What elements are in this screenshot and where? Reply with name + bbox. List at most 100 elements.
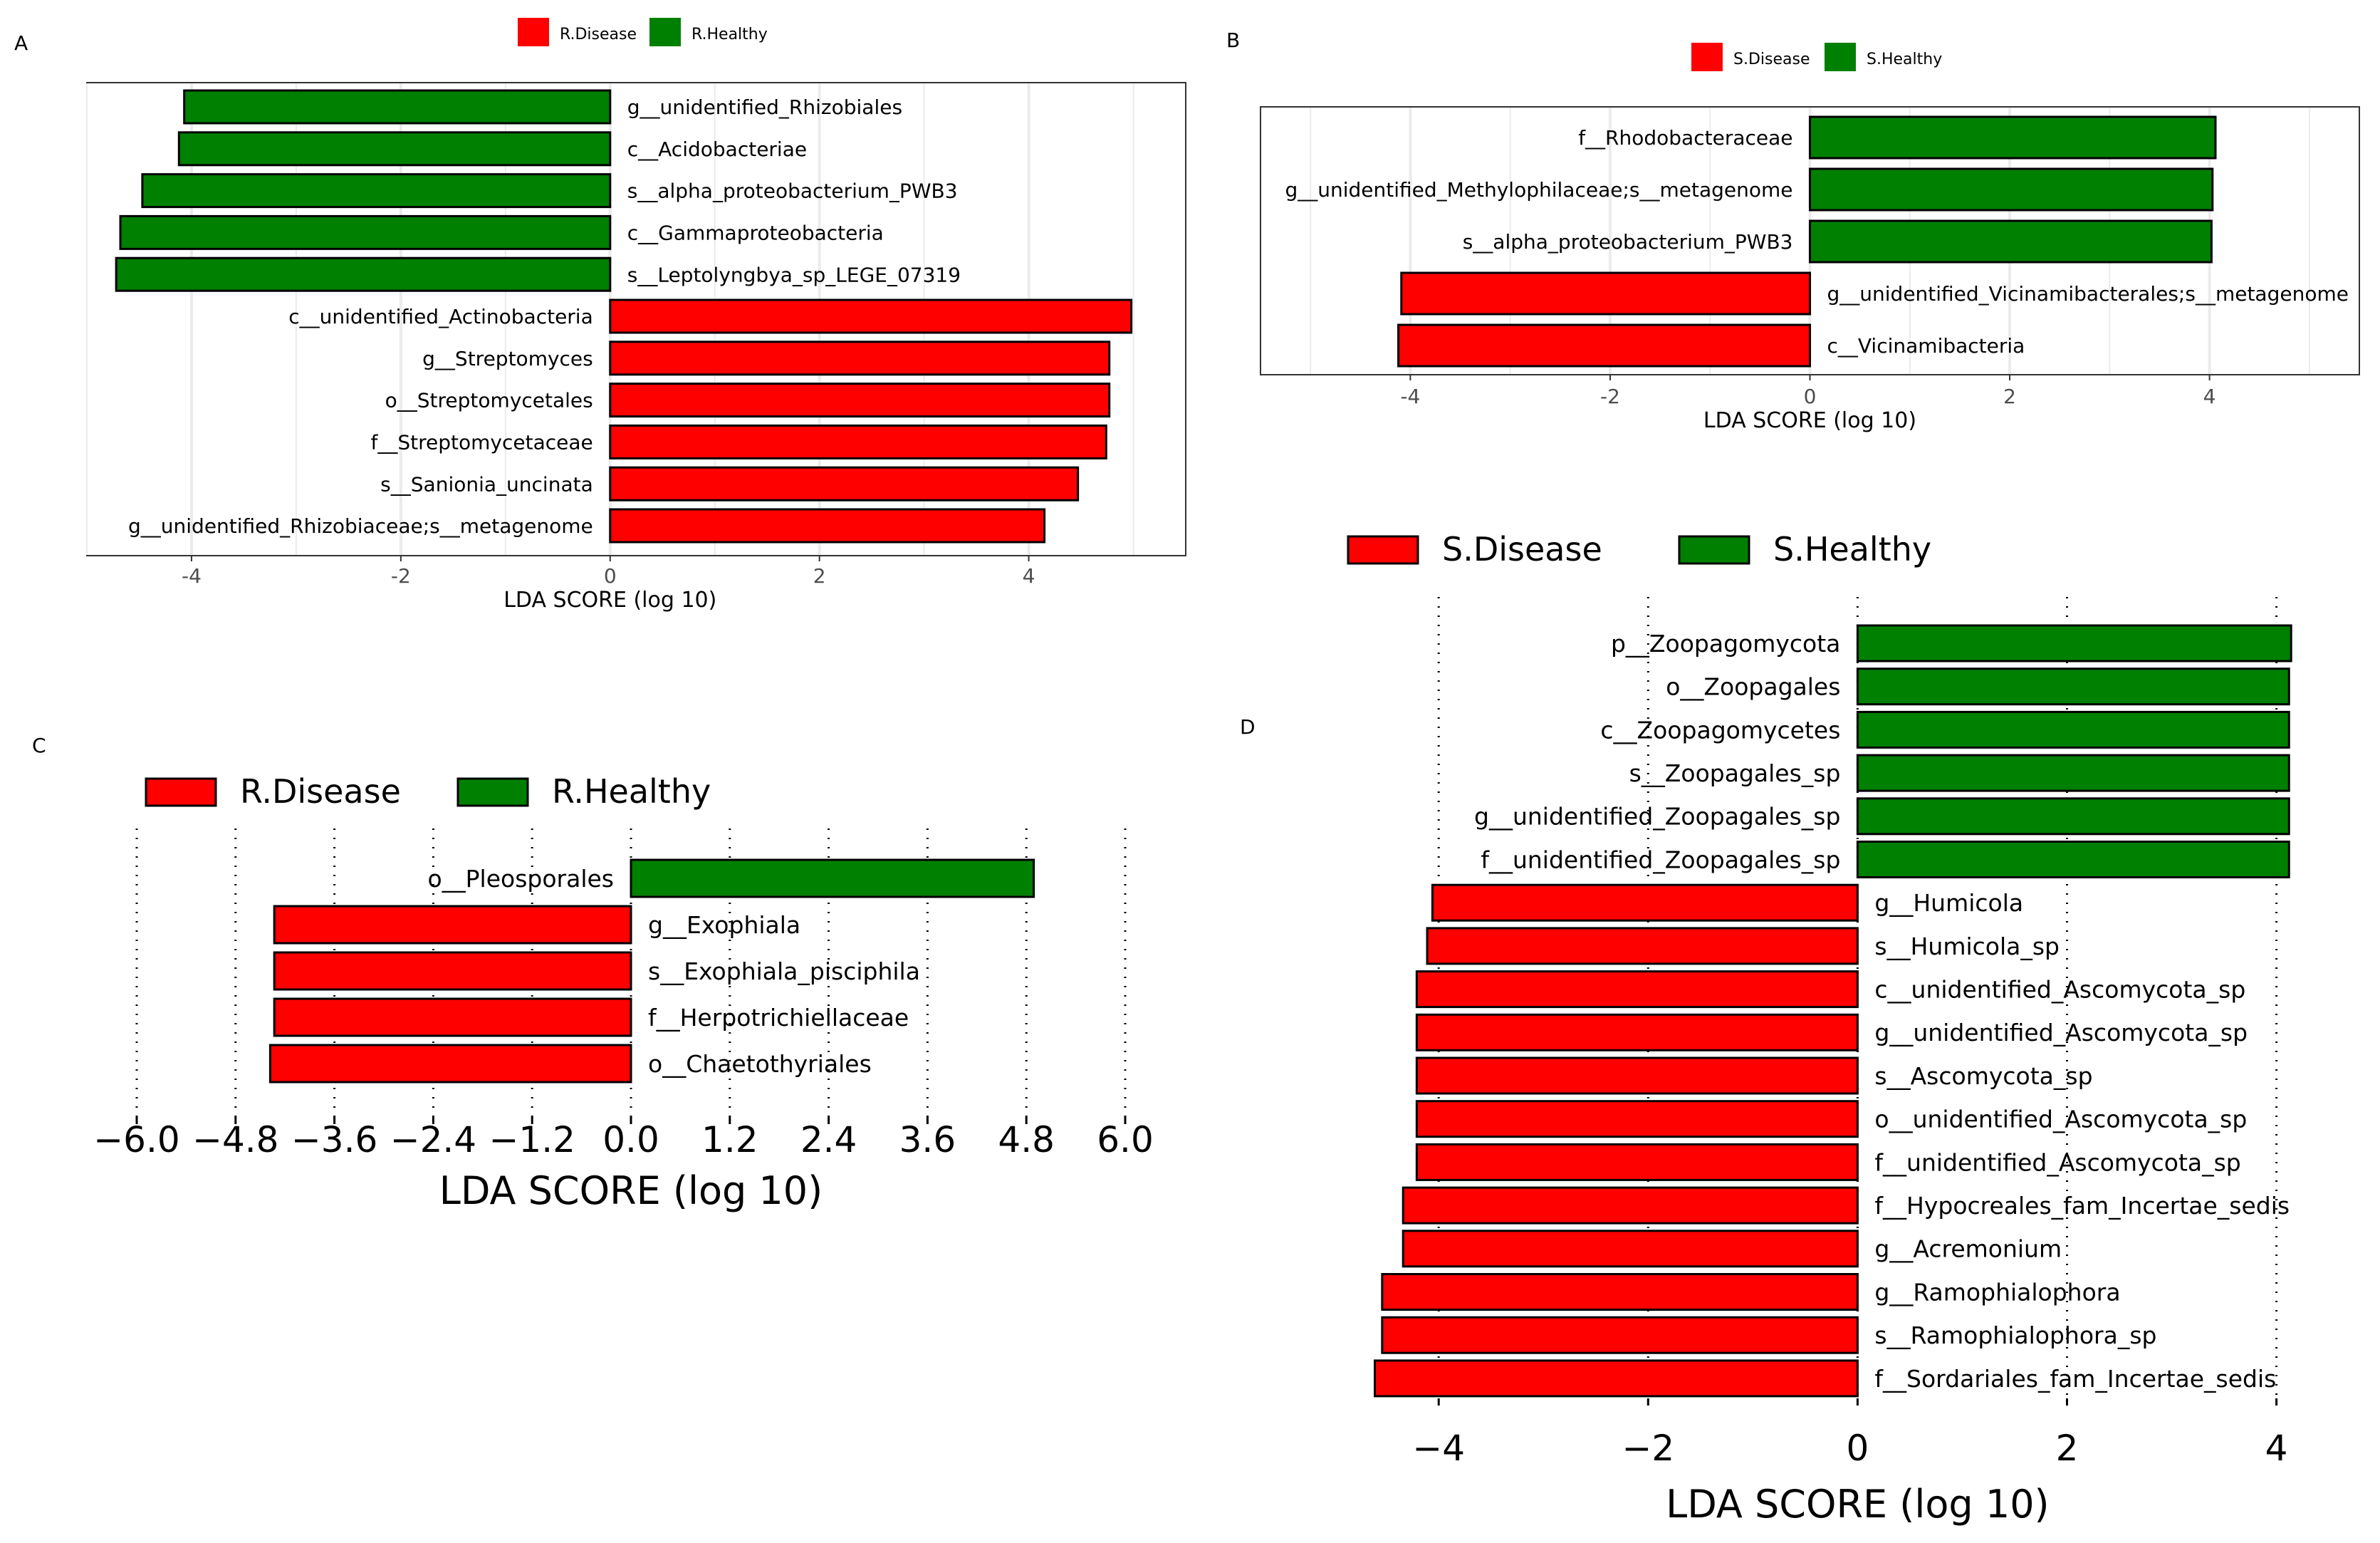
bar-label: g__unidentified_Rhizobiales	[627, 95, 902, 119]
x-tick-label: −2	[1622, 1428, 1674, 1469]
legend-label-disease: R.Disease	[240, 772, 401, 811]
bar-label: g__unidentified_Methylophilaceae;s__meta…	[1285, 178, 1792, 202]
legend-swatch-healthy	[1678, 535, 1750, 565]
bar-label: g__unidentified_Vicinamibacterales;s__me…	[1827, 282, 2349, 306]
x-axis-title: LDA SCORE (log 10)	[1666, 1482, 2049, 1527]
bar	[1426, 927, 1859, 965]
bar	[119, 214, 612, 250]
bar-label: o__Streptomycetales	[385, 389, 593, 412]
x-tick-label: 0	[1847, 1428, 1869, 1469]
legend-swatch-healthy	[456, 777, 529, 807]
bar	[1856, 667, 2290, 706]
bar	[1856, 624, 2292, 663]
x-tick-label: 6.0	[1097, 1119, 1154, 1160]
bar-label: s__Leptolyngbya_sp_LEGE_07319	[627, 263, 961, 286]
bar	[609, 383, 1111, 418]
bar	[1809, 115, 2217, 160]
bar	[273, 997, 632, 1037]
bar	[1856, 710, 2290, 749]
x-tick-label: −1.2	[489, 1119, 575, 1160]
bar	[1381, 1316, 1859, 1354]
bar	[609, 466, 1080, 502]
bar-label: f__Rhodobacteraceae	[1578, 126, 1792, 150]
bar-label: o__Pleosporales	[427, 865, 614, 893]
bar	[1415, 970, 1859, 1009]
bar	[1374, 1359, 1859, 1398]
legend-label-healthy: R.Healthy	[552, 772, 711, 811]
bar	[1402, 1186, 1859, 1225]
bar-label: s__Ramophialophora_sp	[1874, 1321, 2156, 1349]
bar	[273, 905, 632, 945]
bar	[609, 298, 1133, 334]
bar-label: g__Humicola	[1874, 889, 2023, 917]
legend-label-disease: S.Disease	[1442, 530, 1602, 568]
bar-label: s__alpha_proteobacterium_PWB3	[627, 180, 958, 203]
bar	[1402, 1230, 1859, 1268]
panel-label: A	[14, 31, 28, 55]
bar	[273, 951, 632, 991]
bar	[630, 858, 1035, 898]
bar	[609, 424, 1107, 459]
legend-label-healthy: S.Healthy	[1773, 530, 1931, 568]
bar	[183, 89, 612, 125]
legend-swatch-disease	[1691, 43, 1723, 71]
x-axis-title: LDA SCORE (log 10)	[1703, 408, 1916, 433]
bar-label: o__unidentified_Ascomycota_sp	[1874, 1106, 2247, 1133]
panel-c: C R.Disease R.Healthy o__Pleosporales g__Exo…	[32, 734, 1154, 1213]
bar-label: s__Sanionia_uncinata	[380, 472, 593, 496]
bar	[1415, 1100, 1859, 1138]
x-tick-label: 4.8	[998, 1119, 1055, 1160]
bar	[1431, 883, 1859, 922]
bar-label: g__unidentified_Zoopagales_sp	[1474, 803, 1840, 831]
bar-label: g__unidentified_Rhizobiaceae;s__metageno…	[128, 514, 593, 538]
x-tick-label: -2	[391, 564, 411, 588]
bar-label: g__Acremonium	[1874, 1235, 2062, 1263]
bar	[115, 256, 612, 292]
x-tick-label: 4	[2265, 1428, 2288, 1469]
bar-label: f__Herpotrichiellaceae	[648, 1004, 909, 1032]
bar-label: c__unidentified_Actinobacteria	[288, 305, 593, 328]
x-tick-label: -2	[1600, 385, 1620, 408]
x-tick-label: 2.4	[800, 1119, 857, 1160]
x-tick-label: −3.6	[291, 1119, 377, 1160]
bar-label: o__Chaetothyriales	[648, 1050, 872, 1078]
bar	[1856, 797, 2290, 836]
panel-label: B	[1226, 28, 1240, 52]
legend-label-disease: R.Disease	[560, 26, 637, 43]
bar-label: o__Zoopagales	[1666, 673, 1840, 701]
bar	[177, 131, 612, 167]
bar	[1400, 271, 1811, 316]
bar-label: c__Gammaproteobacteria	[627, 221, 884, 244]
bar	[1809, 167, 2214, 212]
panel-a: A R.Disease R.Healthy g__unidentified_Rhizo…	[14, 18, 1186, 613]
bar-label: g__Ramophialophora	[1874, 1278, 2120, 1306]
x-tick-label: 3.6	[899, 1119, 956, 1160]
legend-label-healthy: R.Healthy	[691, 26, 768, 43]
legend-swatch-disease	[1347, 535, 1419, 565]
bar-label: s__alpha_proteobacterium_PWB3	[1463, 230, 1793, 254]
panel-b: B S.Disease S.Healthy f__Rhodobacteraceae g_…	[1226, 28, 2360, 433]
x-tick-label: 4	[1023, 564, 1035, 588]
panel-d: D S.Disease S.Healthy p__Zoopagomycota o__Zo…	[1240, 530, 2292, 1527]
x-tick-label: −6.0	[93, 1119, 179, 1160]
x-tick-label: 2	[2003, 385, 2016, 408]
bar	[1397, 323, 1812, 368]
panel-label: C	[32, 734, 46, 757]
bar-label: f__unidentified_Zoopagales_sp	[1481, 846, 1840, 873]
bar	[609, 341, 1111, 376]
legend-swatch-healthy	[649, 18, 681, 46]
x-axis-title: LDA SCORE (log 10)	[439, 1168, 823, 1213]
x-tick-label: -4	[182, 564, 202, 588]
legend-swatch-healthy	[1825, 43, 1856, 71]
x-tick-label: 0	[604, 564, 617, 588]
bar-label: c__Zoopagomycetes	[1600, 716, 1840, 744]
bar-label: f__Hypocreales_fam_Incertae_sedis	[1874, 1192, 2290, 1220]
x-tick-label: 2	[2056, 1428, 2079, 1469]
legend-swatch-disease	[145, 777, 217, 807]
bar	[141, 173, 612, 209]
x-tick-label: 2	[813, 564, 826, 588]
legend-label-disease: S.Disease	[1733, 51, 1810, 68]
bar-label: g__unidentified_Ascomycota_sp	[1874, 1019, 2248, 1046]
bar-label: c__unidentified_Ascomycota_sp	[1874, 975, 2245, 1003]
legend-swatch-disease	[518, 18, 549, 46]
